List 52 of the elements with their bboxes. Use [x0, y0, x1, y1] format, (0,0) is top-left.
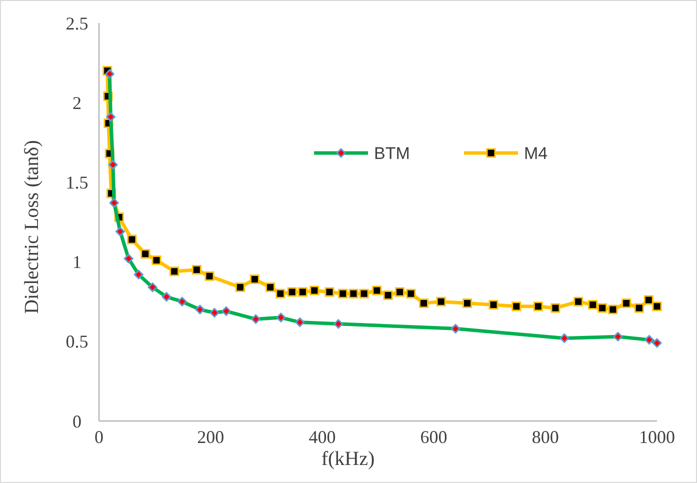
- point: [419, 298, 429, 308]
- point: [140, 249, 150, 259]
- point: [152, 255, 162, 265]
- x-tick-label: 600: [420, 427, 448, 447]
- point: [359, 288, 369, 298]
- point: [127, 234, 137, 244]
- point: [266, 282, 276, 292]
- legend-label: M4: [524, 144, 548, 163]
- point: [235, 282, 245, 292]
- point: [276, 288, 286, 298]
- legend-label: BTM: [374, 144, 410, 163]
- point: [372, 286, 382, 296]
- point: [436, 296, 446, 306]
- point: [608, 304, 618, 314]
- point: [634, 303, 644, 313]
- point: [383, 290, 393, 300]
- point: [622, 298, 632, 308]
- point: [488, 300, 498, 310]
- point: [287, 287, 297, 297]
- point: [395, 287, 405, 297]
- point: [250, 274, 260, 284]
- y-tick-label: 0.5: [66, 332, 88, 352]
- x-tick-label: 200: [197, 427, 224, 447]
- point: [598, 303, 608, 313]
- y-tick-label: 1: [72, 252, 82, 272]
- point: [192, 265, 202, 275]
- point: [512, 302, 522, 312]
- x-tick-label: 400: [308, 427, 336, 447]
- y-tick-label: 2.5: [66, 13, 88, 34]
- x-tick-label: 800: [532, 427, 559, 447]
- point: [338, 288, 348, 298]
- y-tick-label: 0: [72, 411, 82, 432]
- y-tick-label: 2: [72, 92, 82, 113]
- point: [204, 271, 214, 281]
- point: [652, 302, 662, 312]
- point: [644, 295, 654, 305]
- y-tick-label: 1.5: [66, 172, 88, 192]
- y-axis-title: Dielectric Loss (tanδ): [21, 140, 43, 314]
- x-tick-label: 1000: [639, 427, 675, 447]
- point: [533, 302, 543, 312]
- point: [310, 286, 320, 296]
- point: [588, 300, 598, 310]
- point: [324, 287, 334, 297]
- point: [348, 288, 358, 298]
- point: [298, 287, 308, 297]
- point: [550, 303, 560, 313]
- point: [170, 266, 180, 276]
- point: [574, 296, 584, 306]
- point: [406, 288, 416, 298]
- x-axis-title: f(kHz): [321, 448, 375, 470]
- x-tick-label: 0: [94, 427, 104, 447]
- point: [462, 298, 472, 308]
